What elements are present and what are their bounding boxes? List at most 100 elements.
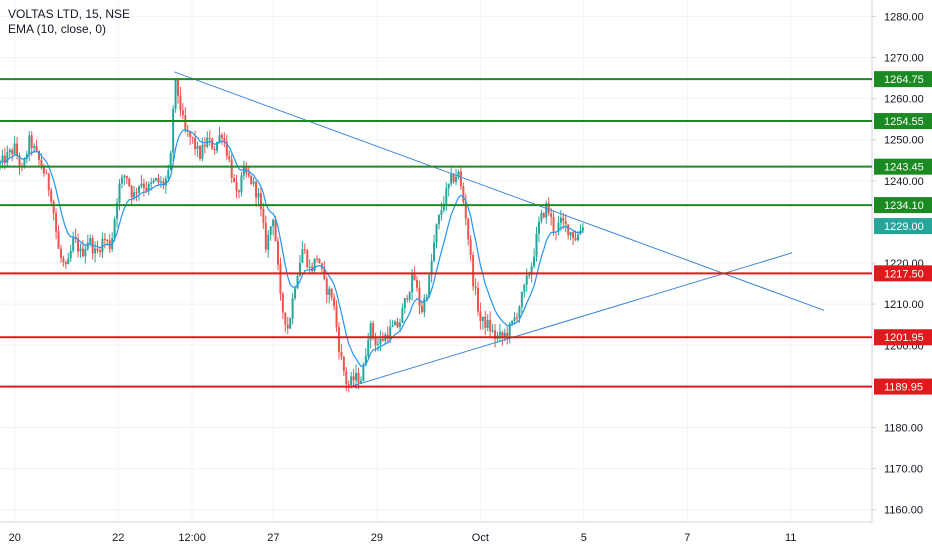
chart-legend: VOLTAS LTD, 15, NSE EMA (10, close, 0)	[8, 7, 130, 37]
candle-body	[581, 227, 584, 231]
y-tick-label: 1250.00	[884, 135, 924, 147]
candle-body	[230, 159, 233, 178]
x-tick-label: 7	[684, 532, 690, 544]
candle-body	[574, 238, 577, 241]
y-tick-label: 1180.00	[884, 422, 923, 434]
chart-title: VOLTAS LTD, 15, NSE	[8, 7, 131, 21]
candle-body	[535, 233, 538, 257]
candle-body	[523, 284, 526, 292]
candle-body	[84, 248, 87, 257]
candle-body	[540, 212, 543, 222]
candle-body	[8, 149, 11, 153]
candle-body	[259, 193, 262, 209]
candle-body	[184, 115, 187, 131]
candle-body	[181, 110, 184, 116]
candle-body	[506, 332, 509, 337]
candle-body	[301, 249, 304, 263]
candle-body	[328, 288, 331, 295]
candle-body	[525, 275, 528, 285]
candle-body	[264, 222, 267, 250]
candle-body	[530, 266, 533, 275]
candle-body	[474, 286, 477, 288]
candle-body	[445, 188, 448, 204]
candle-body	[511, 320, 514, 324]
candle-body	[13, 143, 16, 155]
candle-body	[576, 234, 579, 241]
candle-body	[79, 248, 82, 252]
candle-body	[396, 321, 399, 328]
candle-body	[350, 376, 353, 385]
candle-body	[381, 338, 384, 341]
price-label-box	[874, 158, 932, 175]
candle-body	[35, 146, 38, 152]
price-label: 1229.00	[884, 221, 924, 233]
candle-body	[291, 298, 294, 319]
candle-body	[179, 95, 182, 111]
candle-body	[352, 376, 355, 381]
candle-body	[342, 356, 345, 372]
candle-body	[223, 138, 226, 142]
candle-body	[416, 280, 419, 288]
price-label: 1217.50	[884, 268, 924, 280]
candle-body	[345, 371, 348, 385]
candle-body	[255, 181, 258, 198]
candle-body	[311, 266, 314, 271]
candle-body	[557, 222, 560, 232]
candle-body	[242, 166, 245, 176]
candle-body	[401, 308, 404, 323]
candle-body	[464, 202, 467, 219]
candle-body	[0, 162, 1, 165]
candle-body	[64, 262, 67, 265]
candle-body	[211, 138, 214, 149]
candle-body	[572, 232, 575, 239]
price-label-box	[874, 197, 932, 214]
candle-body	[62, 258, 65, 263]
candle-body	[330, 288, 333, 298]
candle-body	[237, 190, 240, 193]
candle-body	[423, 298, 426, 313]
candle-body	[233, 177, 236, 183]
candle-body	[398, 322, 401, 328]
price-label: 1189.95	[884, 382, 923, 394]
price-label-box	[874, 71, 932, 88]
candle-body	[177, 79, 180, 96]
candle-body	[286, 324, 289, 329]
candle-body	[42, 167, 45, 174]
candle-body	[303, 249, 306, 251]
candle-body	[157, 178, 160, 183]
candle-body	[489, 319, 492, 332]
candle-body	[325, 278, 328, 295]
candle-body	[501, 332, 504, 337]
x-tick-label: 22	[112, 532, 124, 544]
candle-body	[513, 317, 516, 321]
candle-body	[235, 182, 238, 191]
candle-body	[467, 218, 470, 240]
candle-body	[318, 258, 321, 264]
candle-body	[498, 332, 501, 336]
candle-body	[3, 155, 6, 164]
candle-body	[28, 135, 31, 155]
candle-body	[403, 298, 406, 309]
candle-body	[447, 183, 450, 189]
axis-corner	[873, 523, 932, 550]
candle-body	[67, 258, 70, 265]
candle-body	[277, 241, 280, 265]
candle-body	[274, 219, 277, 242]
price-label-box	[874, 329, 932, 346]
candle-body	[30, 135, 33, 148]
candle-body	[6, 152, 9, 164]
candle-body	[120, 177, 123, 184]
x-tick-label: 29	[371, 532, 383, 544]
candle-body	[440, 210, 443, 216]
candle-body	[411, 274, 414, 293]
candle-body	[213, 148, 216, 151]
candle-body	[18, 155, 21, 167]
candle-body	[418, 287, 421, 306]
candle-body	[57, 231, 60, 249]
candle-body	[133, 192, 136, 198]
candle-body	[289, 318, 292, 329]
price-label-box	[874, 113, 932, 130]
candle-body	[240, 175, 243, 193]
candle-body	[450, 174, 453, 184]
